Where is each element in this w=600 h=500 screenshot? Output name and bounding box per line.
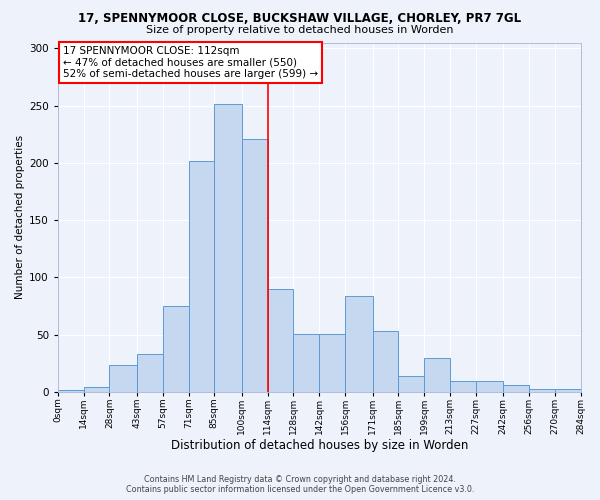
Bar — [503, 385, 529, 392]
Text: Contains HM Land Registry data © Crown copyright and database right 2024.
Contai: Contains HM Land Registry data © Crown c… — [126, 474, 474, 494]
X-axis label: Distribution of detached houses by size in Worden: Distribution of detached houses by size … — [170, 440, 468, 452]
Bar — [242, 139, 268, 392]
Text: 17 SPENNYMOOR CLOSE: 112sqm
← 47% of detached houses are smaller (550)
52% of se: 17 SPENNYMOOR CLOSE: 112sqm ← 47% of det… — [63, 46, 318, 79]
Bar — [188, 160, 214, 392]
Bar — [58, 390, 84, 392]
Bar — [529, 388, 555, 392]
Bar — [137, 354, 163, 392]
Bar — [476, 380, 503, 392]
Bar — [293, 334, 319, 392]
Bar — [424, 358, 450, 392]
Bar — [163, 306, 188, 392]
Bar — [345, 296, 373, 392]
Bar — [398, 376, 424, 392]
Bar — [109, 364, 137, 392]
Bar — [555, 388, 581, 392]
Bar — [84, 388, 109, 392]
Text: 17, SPENNYMOOR CLOSE, BUCKSHAW VILLAGE, CHORLEY, PR7 7GL: 17, SPENNYMOOR CLOSE, BUCKSHAW VILLAGE, … — [79, 12, 521, 26]
Text: Size of property relative to detached houses in Worden: Size of property relative to detached ho… — [146, 25, 454, 35]
Bar — [319, 334, 345, 392]
Y-axis label: Number of detached properties: Number of detached properties — [15, 135, 25, 300]
Bar — [373, 332, 398, 392]
Bar — [450, 380, 476, 392]
Bar — [214, 104, 242, 392]
Bar — [268, 289, 293, 392]
